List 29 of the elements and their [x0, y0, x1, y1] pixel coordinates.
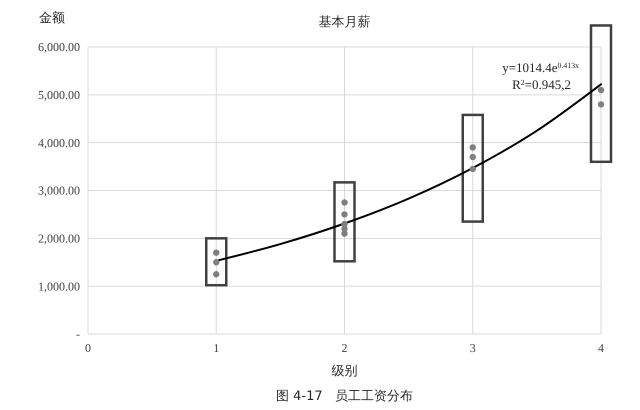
point: [341, 199, 348, 206]
y-tick-label: 5,000.00: [38, 88, 80, 102]
y-tick-label: 4,000.00: [38, 136, 80, 150]
caption: 图 4-17 员工工资分布: [276, 389, 414, 404]
point: [213, 249, 220, 256]
point: [598, 86, 604, 94]
x-tick-label: 1: [213, 341, 220, 355]
point: [213, 259, 220, 266]
x-tick-label: 0: [85, 341, 91, 355]
chart-title: 基本月薪: [318, 15, 370, 30]
point: [598, 101, 604, 108]
y-tick-label: 3,000.00: [38, 184, 80, 198]
point: [470, 144, 476, 151]
x-axis-title: 级别: [332, 364, 358, 379]
x-tick-label: 2: [342, 341, 348, 355]
y-tick-label: 6,000.00: [38, 40, 80, 54]
point: [470, 154, 476, 160]
annotation: R$^{2}$=0.945,2: [512, 77, 571, 92]
annotation: y=1014.4e$^{0.413x}$: [502, 60, 580, 75]
x-tick-label: 3: [470, 341, 476, 355]
point: [341, 230, 348, 237]
y-axis-title: 金额: [39, 11, 65, 26]
x-tick-label: 4: [598, 341, 604, 355]
y-tick-label: 1,000.00: [38, 279, 80, 294]
point: [213, 271, 220, 278]
y-tick-label: 2,000.00: [38, 232, 80, 246]
point: [341, 211, 348, 218]
y-tick-label: -: [76, 327, 80, 342]
point: [470, 166, 476, 172]
